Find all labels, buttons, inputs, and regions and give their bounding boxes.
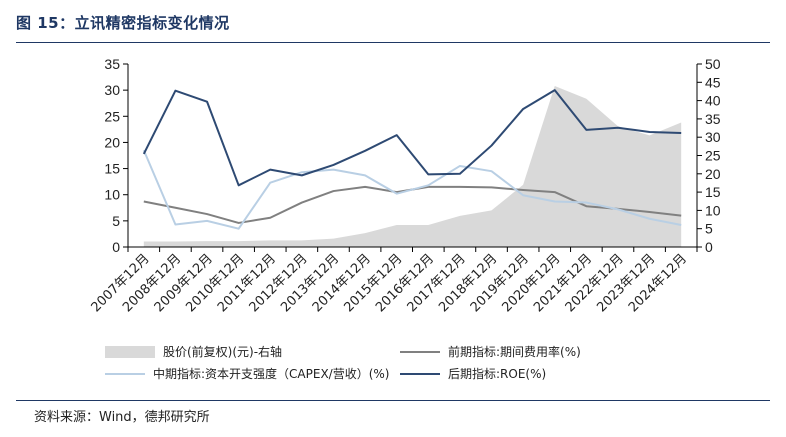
left-tick-label: 20 — [104, 134, 120, 150]
right-tick-label: 50 — [705, 56, 721, 72]
legend-label-capex: 中期指标:资本开支强度（CAPEX/营收）(%) — [153, 367, 390, 381]
legend-swatch-capex — [105, 372, 145, 375]
source-note: 资料来源：Wind，德邦研究所 — [34, 410, 210, 425]
right-tick-label: 5 — [705, 221, 713, 237]
legend-label-expense-ratio: 前期指标:期间费用率(%) — [448, 345, 581, 359]
left-tick-label: 0 — [112, 239, 120, 255]
series-line-roe — [142, 89, 682, 187]
right-tick-label: 25 — [705, 148, 721, 164]
left-tick-label: 35 — [104, 56, 120, 72]
left-tick-label: 15 — [104, 161, 120, 177]
legend-item-stock-price: 股价(前复权)(元)-右轴 — [105, 343, 282, 360]
legend-swatch-roe — [400, 372, 440, 375]
legend-item-expense-ratio: 前期指标:期间费用率(%) — [400, 343, 581, 360]
right-tick-label: 35 — [705, 111, 721, 127]
right-tick-label: 10 — [705, 202, 721, 218]
right-tick-label: 15 — [705, 184, 721, 200]
left-tick-label: 25 — [104, 108, 120, 124]
series-area-stock-price — [143, 85, 682, 248]
legend-swatch-expense-ratio — [400, 350, 440, 353]
legend-item-roe: 后期指标:ROE(%) — [400, 365, 546, 382]
left-tick-label: 10 — [104, 187, 120, 203]
bottom-rule — [16, 400, 770, 401]
right-tick-label: 0 — [705, 239, 713, 255]
top-rule — [16, 42, 770, 43]
right-tick-label: 20 — [705, 166, 721, 182]
right-tick-label: 40 — [705, 93, 721, 109]
left-tick-label: 30 — [104, 82, 120, 98]
legend-label-roe: 后期指标:ROE(%) — [448, 367, 547, 381]
legend-swatch-stock-price — [105, 345, 155, 358]
right-tick-label: 30 — [705, 129, 721, 145]
legend-item-capex: 中期指标:资本开支强度（CAPEX/营收）(%) — [105, 365, 389, 382]
legend-label-stock-price: 股价(前复权)(元)-右轴 — [163, 345, 283, 359]
left-tick-label: 5 — [112, 213, 120, 229]
right-tick-label: 45 — [705, 74, 721, 90]
series-line-capex — [142, 149, 682, 230]
figure-title: 图 15：立讯精密指标变化情况 — [16, 14, 230, 32]
